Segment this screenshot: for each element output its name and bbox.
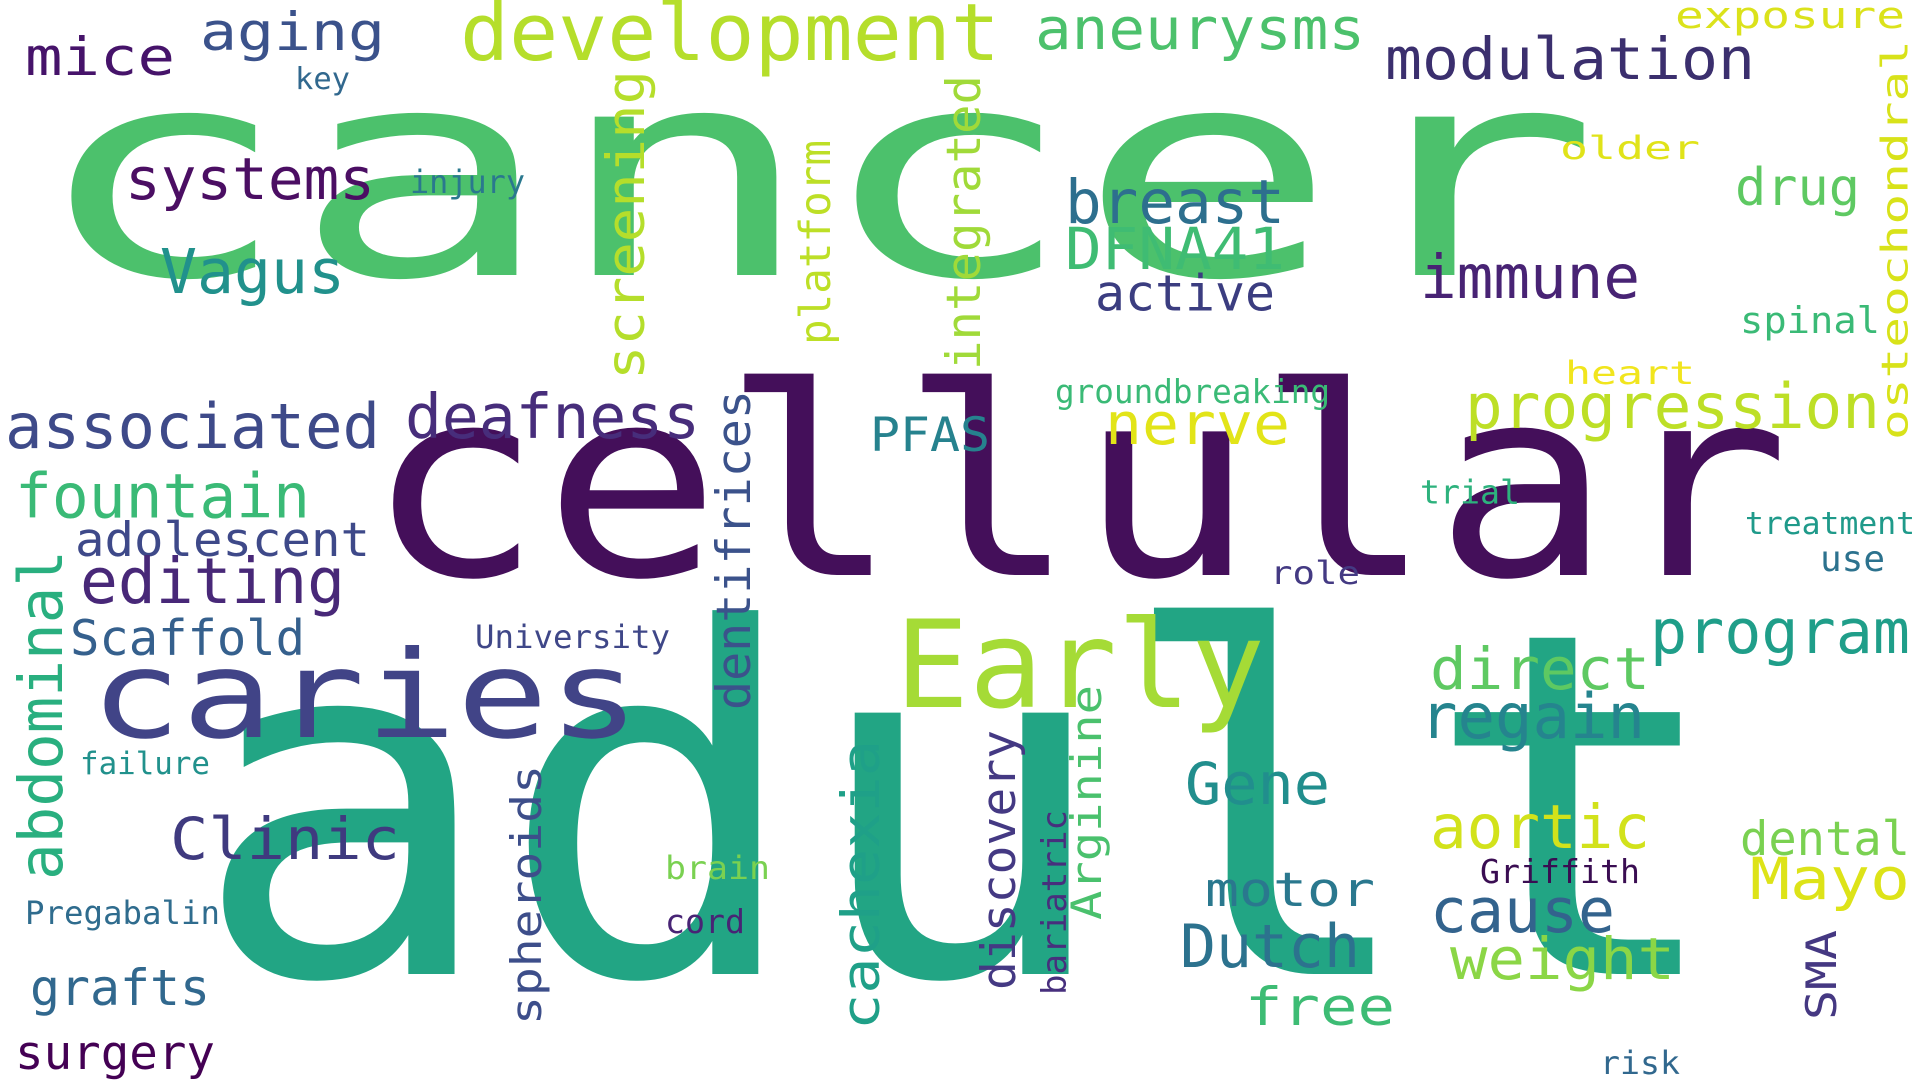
word-nerve: nerve — [1105, 390, 1290, 458]
word-clinic: Clinic — [170, 805, 400, 873]
word-deafness: deafness — [405, 382, 700, 453]
word-groundbreaking: groundbreaking — [1055, 373, 1330, 411]
word-treatment: treatment — [1745, 506, 1915, 542]
word-cord: cord — [665, 902, 745, 941]
word-development: development — [460, 0, 1000, 79]
word-scaffold: Scaffold — [70, 610, 305, 667]
word-adolescent: adolescent — [75, 513, 370, 568]
word-risk: risk — [1600, 1046, 1680, 1080]
word-gene: Gene — [1185, 750, 1330, 818]
word-drug: drug — [1735, 158, 1860, 218]
word-fountain: fountain — [15, 462, 310, 533]
word-surgery: surgery — [15, 1026, 215, 1080]
word-dental: dental — [1740, 812, 1910, 867]
word-bariatric: bariatric — [1035, 810, 1075, 995]
word-key: key — [295, 62, 350, 97]
word-dentifrices: dentifrices — [707, 390, 762, 710]
word-early: Early — [895, 595, 1265, 736]
word-platform: platform — [791, 140, 841, 345]
word-heart: heart — [1565, 356, 1695, 392]
word-motor: motor — [1205, 863, 1375, 918]
word-systems: systems — [125, 145, 375, 213]
word-modulation: modulation — [1385, 25, 1755, 93]
word-cause: cause — [1430, 875, 1615, 947]
word-caries: caries — [90, 625, 640, 766]
word-pregabalin: Pregabalin — [25, 896, 220, 932]
word-arginine: Arginine — [1062, 685, 1111, 920]
word-mice: mice — [25, 27, 175, 88]
word-associated: associated — [5, 390, 380, 463]
word-free: free — [1245, 977, 1395, 1038]
word-trial: trial — [1420, 473, 1520, 512]
word-osteochondral: osteochondral — [1873, 40, 1916, 440]
word-aging: aging — [200, 2, 385, 63]
word-pfas: PFAS — [870, 408, 990, 463]
word-breast: breast — [1065, 167, 1285, 238]
word-use: use — [1820, 539, 1885, 580]
word-integrated: integrated — [937, 75, 992, 370]
word-cachexia: cachexia — [831, 740, 892, 1030]
word-aortic: aortic — [1430, 792, 1650, 863]
word-dutch: Dutch — [1180, 912, 1360, 982]
word-griffith: Griffith — [1480, 852, 1640, 891]
word-weight: weight — [1450, 925, 1675, 993]
word-screening: screening — [596, 70, 657, 380]
word-spheroids: spheroids — [502, 765, 551, 1025]
word-dfna41: DFNA41 — [1065, 215, 1285, 283]
word-brain: brain — [665, 851, 770, 887]
word-aneurysms: aneurysms — [1035, 0, 1365, 63]
word-vagus: Vagus — [160, 236, 345, 308]
word-university: University — [475, 618, 670, 656]
word-spinal: spinal — [1740, 299, 1880, 342]
word-discovery: discovery — [972, 730, 1027, 990]
word-regain: regain — [1420, 680, 1645, 753]
word-grafts: grafts — [30, 959, 210, 1017]
word-injury: injury — [410, 164, 525, 201]
word-progression: progression — [1465, 370, 1880, 443]
word-mayo: Mayo — [1750, 845, 1910, 913]
word-sma: SMA — [1797, 930, 1846, 1020]
word-adult: adult — [190, 529, 1730, 1080]
word-cellular: cellular — [365, 332, 1790, 638]
word-exposure: exposure — [1675, 0, 1905, 37]
word-cancer: cancer — [30, 7, 1600, 344]
word-failure: failure — [80, 746, 210, 782]
word-editing: editing — [80, 545, 345, 618]
word-immune: immune — [1420, 242, 1640, 313]
word-abdominal: abdominal — [6, 550, 77, 880]
word-role: role — [1270, 556, 1360, 592]
word-older: older — [1560, 131, 1700, 167]
word-direct: direct — [1430, 635, 1650, 703]
word-active: active — [1095, 264, 1275, 322]
word-program: program — [1650, 596, 1910, 668]
